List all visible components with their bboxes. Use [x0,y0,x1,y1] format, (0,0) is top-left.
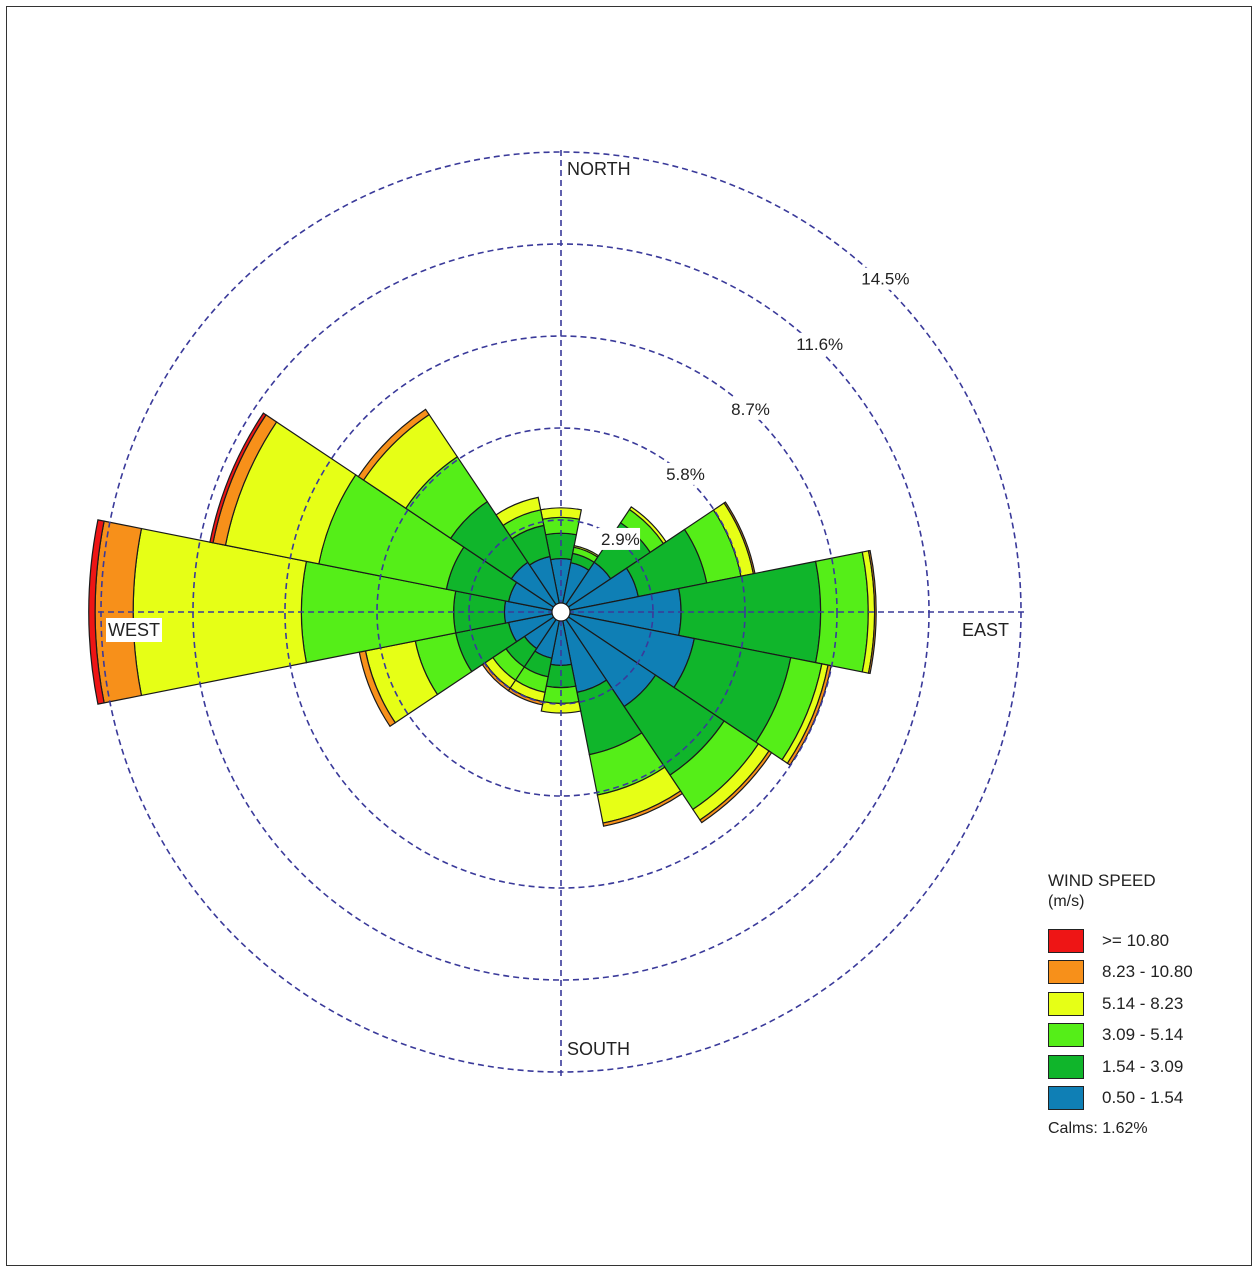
sector-bar [495,496,542,527]
legend-item: 0.50 - 1.54 [1048,1083,1248,1115]
legend-swatch [1048,1086,1084,1111]
legend-unit: (m/s) [1048,893,1085,910]
sectors-layer [88,408,877,827]
west-label: WEST [108,620,160,640]
grid-ring [284,335,838,889]
legend-item: 8.23 - 10.80 [1048,957,1248,989]
legend-swatch [1048,960,1084,985]
sector-bar [602,790,684,827]
ring-label-bg [858,267,910,290]
legend-swatch [1048,991,1084,1016]
east-label: EAST [962,620,1009,640]
north-label: NORTH [567,159,631,179]
legend-swatch [1048,928,1084,953]
ring-label: 11.6% [796,335,843,354]
legend-swatch [1048,1023,1084,1048]
calms-note: Calms: 1.62% [1048,1120,1148,1137]
grid-ring [192,243,930,981]
legend-item: 1.54 - 3.09 [1048,1051,1248,1083]
sector-bar [540,701,582,714]
grid-ring [100,151,1022,1073]
sector-bar [357,408,430,481]
legend-label: 0.50 - 1.54 [1102,1088,1184,1108]
legend-label: 5.14 - 8.23 [1102,993,1184,1013]
west-label-bg [106,618,162,642]
ring-label: 2.9% [601,530,640,549]
ring-label: 8.7% [731,400,770,419]
center-hub [551,602,571,622]
grid-ring [376,427,746,797]
grid-layer: 2.9% 5.8% 8.7% 11.6% 14.5% [98,150,1025,1077]
grid-ring [468,519,654,705]
sector-bar [867,549,877,675]
ring-label-bg [663,462,706,485]
legend-label: 3.09 - 5.14 [1102,1025,1184,1045]
legend-label: 8.23 - 10.80 [1102,962,1193,982]
ring-label-bg [793,332,845,355]
ring-label: 14.5% [861,270,909,289]
legend-title: WIND SPEED [1048,871,1156,890]
sector-bar [88,519,105,705]
legend-item: >= 10.80 [1048,925,1248,957]
labels-layer: NORTH SOUTH EAST WEST [106,159,1009,1059]
legend: WIND SPEED (m/s) >= 10.80 8.23 - 10.80 5.1… [1048,870,1248,1138]
ring-label-bg [598,527,641,550]
legend-items: >= 10.80 8.23 - 10.80 5.14 - 8.23 3.09 - 5.… [1048,925,1248,1114]
south-label: SOUTH [567,1039,630,1059]
legend-item: 3.09 - 5.14 [1048,1020,1248,1052]
legend-item: 5.14 - 8.23 [1048,988,1248,1020]
sector-bar [209,412,267,544]
sector-bar [699,750,773,824]
ring-label: 5.8% [666,465,705,484]
legend-swatch [1048,1054,1084,1079]
legend-label: >= 10.80 [1102,930,1170,950]
ring-label-bg [728,397,771,420]
legend-label: 1.54 - 3.09 [1102,1056,1184,1076]
